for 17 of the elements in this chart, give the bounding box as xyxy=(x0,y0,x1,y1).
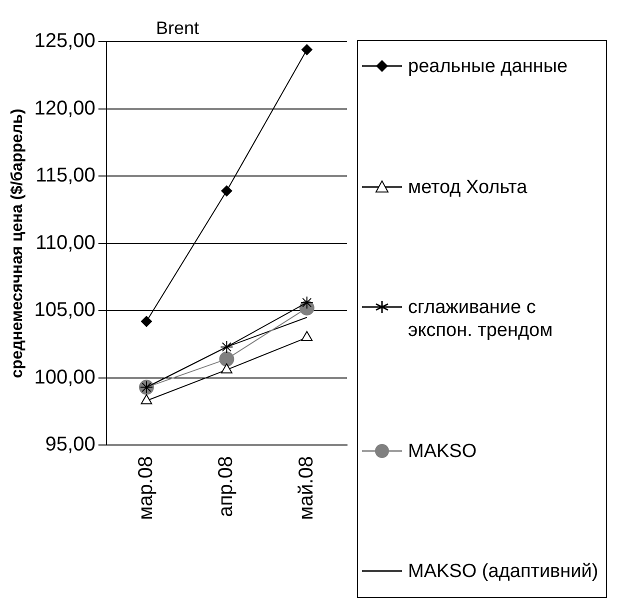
y-tick-label: 100,00 xyxy=(34,366,96,388)
x-tick-label: апр.08 xyxy=(215,456,238,518)
x-tick-label: мар.08 xyxy=(134,456,157,520)
y-tick-label: 110,00 xyxy=(36,232,96,254)
y-tick-label: 125,00 xyxy=(34,30,96,52)
x-tick-label: май.08 xyxy=(295,456,318,520)
legend-label: MAKSO xyxy=(408,440,477,462)
y-axis-title: среднемесячная цена ($/баррель) xyxy=(9,108,26,378)
y-tick-label: 120,00 xyxy=(34,97,96,120)
legend-label: метод Хольта xyxy=(408,176,528,198)
y-tick-label: 95,00 xyxy=(45,434,96,456)
legend-label: MAKSO (адаптивний) xyxy=(408,560,598,583)
y-tick-label: 105,00 xyxy=(34,299,96,322)
legend-label: реальные данные xyxy=(408,55,568,78)
legend-label: сглаживание с экспон. трендом xyxy=(408,296,554,342)
chart-title: Brent xyxy=(156,18,200,38)
y-tick-label: 115,00 xyxy=(36,164,96,187)
